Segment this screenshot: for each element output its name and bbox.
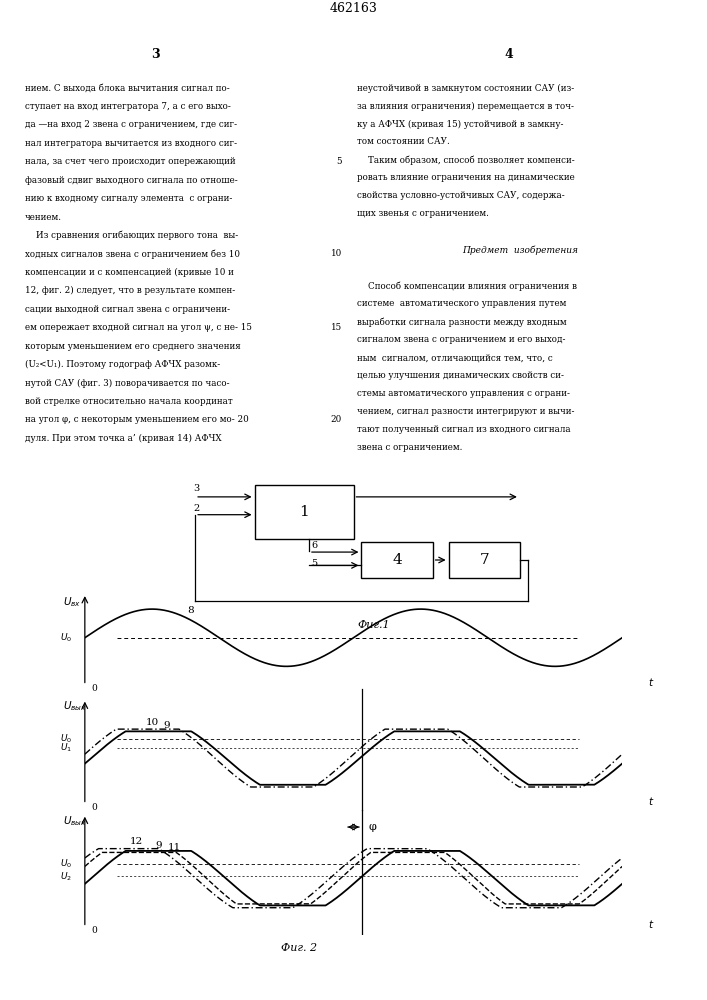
Text: $U_0$: $U_0$ xyxy=(60,631,72,644)
Text: $U_0$: $U_0$ xyxy=(60,733,72,745)
Text: 2: 2 xyxy=(193,504,199,513)
Text: $U_1$: $U_1$ xyxy=(60,741,72,754)
Text: ступает на вход интегратора 7, а с его выхо-: ступает на вход интегратора 7, а с его в… xyxy=(25,102,230,111)
Text: 4: 4 xyxy=(505,48,513,61)
Text: 5: 5 xyxy=(311,559,317,568)
Text: $U_{вых}$: $U_{вых}$ xyxy=(64,699,88,713)
Text: ным  сигналом, отличающийся тем, что, с: ным сигналом, отличающийся тем, что, с xyxy=(357,353,553,362)
Text: чением, сигнал разности интегрируют и вычи-: чением, сигнал разности интегрируют и вы… xyxy=(357,407,575,416)
Text: 10: 10 xyxy=(331,249,342,258)
Text: 3: 3 xyxy=(193,484,199,493)
Text: $t$: $t$ xyxy=(648,918,654,930)
Text: нутой САУ (фиг. 3) поворачивается по часо-: нутой САУ (фиг. 3) поворачивается по час… xyxy=(25,378,229,388)
Text: 12: 12 xyxy=(129,837,143,846)
Text: 15: 15 xyxy=(331,323,342,332)
Text: вой стрелке относительно начала координат: вой стрелке относительно начала координа… xyxy=(25,397,233,406)
Text: 5: 5 xyxy=(337,157,342,166)
Text: 0: 0 xyxy=(91,926,97,935)
Text: $t$: $t$ xyxy=(648,676,654,688)
Text: Фиг. 2: Фиг. 2 xyxy=(281,943,317,953)
Text: сации выходной сигнал звена с ограничени-: сации выходной сигнал звена с ограничени… xyxy=(25,305,230,314)
Text: целью улучшения динамических свойств си-: целью улучшения динамических свойств си- xyxy=(357,371,564,380)
Text: $U_0$: $U_0$ xyxy=(60,858,72,870)
Text: Таким образом, способ позволяет компенси-: Таким образом, способ позволяет компенси… xyxy=(357,155,575,165)
Text: 3: 3 xyxy=(151,48,160,61)
Text: стемы автоматического управления с ограни-: стемы автоматического управления с огран… xyxy=(357,389,570,398)
Text: $t$: $t$ xyxy=(648,795,654,807)
Text: на угол φ, с некоторым уменьшением его мо- 20: на угол φ, с некоторым уменьшением его м… xyxy=(25,415,248,424)
Text: 11: 11 xyxy=(168,843,181,852)
Text: 462163: 462163 xyxy=(329,2,378,15)
Text: Из сравнения огибающих первого тона  вы-: Из сравнения огибающих первого тона вы- xyxy=(25,231,238,240)
Text: Способ компенсации влияния ограничения в: Способ компенсации влияния ограничения в xyxy=(357,281,577,291)
Text: дуля. При этом точка a’ (кривая 14) АФЧХ: дуля. При этом точка a’ (кривая 14) АФЧХ xyxy=(25,434,221,443)
Text: выработки сигнала разности между входным: выработки сигнала разности между входным xyxy=(357,317,566,327)
Text: $U_2$: $U_2$ xyxy=(60,870,72,883)
Bar xyxy=(361,542,433,578)
Text: которым уменьшением его среднего значения: которым уменьшением его среднего значени… xyxy=(25,342,240,351)
Text: за влияния ограничения) перемещается в точ-: за влияния ограничения) перемещается в т… xyxy=(357,101,574,111)
Bar xyxy=(448,542,520,578)
Text: свойства условно-устойчивых САУ, содержа-: свойства условно-устойчивых САУ, содержа… xyxy=(357,191,565,200)
Text: 0: 0 xyxy=(91,803,97,812)
Text: нал интегратора вычитается из входного сиг-: нал интегратора вычитается из входного с… xyxy=(25,139,237,148)
Text: $U_{вых}$: $U_{вых}$ xyxy=(64,814,88,828)
Text: ходных сигналов звена с ограничением без 10: ходных сигналов звена с ограничением без… xyxy=(25,249,240,259)
Text: 9: 9 xyxy=(156,841,163,850)
Bar xyxy=(255,485,354,539)
Text: нала, за счет чего происходит опережающий: нала, за счет чего происходит опережающи… xyxy=(25,157,235,166)
Text: 10: 10 xyxy=(146,718,158,727)
Text: нию к входному сигналу элемента  с ограни-: нию к входному сигналу элемента с ограни… xyxy=(25,194,232,203)
Text: 0: 0 xyxy=(91,684,97,693)
Text: системе  автоматического управления путем: системе автоматического управления путем xyxy=(357,299,566,308)
Text: компенсации и с компенсацией (кривые 10 и: компенсации и с компенсацией (кривые 10 … xyxy=(25,268,233,277)
Text: 12, фиг. 2) следует, что в результате компен-: 12, фиг. 2) следует, что в результате ко… xyxy=(25,286,235,295)
Text: 7: 7 xyxy=(479,553,489,567)
Text: 9: 9 xyxy=(163,721,170,730)
Text: 20: 20 xyxy=(331,415,342,424)
Text: $U_{вх}$: $U_{вх}$ xyxy=(64,595,82,609)
Text: ровать влияние ограничения на динамические: ровать влияние ограничения на динамическ… xyxy=(357,173,575,182)
Text: ку a АФЧХ (кривая 15) устойчивой в замкну-: ку a АФЧХ (кривая 15) устойчивой в замкн… xyxy=(357,119,563,129)
Text: Фиг.1: Фиг.1 xyxy=(357,620,390,630)
Text: сигналом звена с ограничением и его выход-: сигналом звена с ограничением и его выхо… xyxy=(357,335,566,344)
Text: щих звенья с ограничением.: щих звенья с ограничением. xyxy=(357,209,489,218)
Text: φ: φ xyxy=(368,822,376,832)
Text: да —на вход 2 звена с ограничением, где сиг-: да —на вход 2 звена с ограничением, где … xyxy=(25,120,237,129)
Text: 8: 8 xyxy=(187,606,194,615)
Text: неустойчивой в замкнутом состоянии САУ (из-: неустойчивой в замкнутом состоянии САУ (… xyxy=(357,83,574,93)
Text: фазовый сдвиг выходного сигнала по отноше-: фазовый сдвиг выходного сигнала по отнош… xyxy=(25,176,238,185)
Text: звена с ограничением.: звена с ограничением. xyxy=(357,443,462,452)
Text: ем опережает входной сигнал на угол ψ, с не- 15: ем опережает входной сигнал на угол ψ, с… xyxy=(25,323,252,332)
Text: 1: 1 xyxy=(299,505,309,519)
Text: 6: 6 xyxy=(311,541,317,550)
Text: тают полученный сигнал из входного сигнала: тают полученный сигнал из входного сигна… xyxy=(357,425,571,434)
Text: Предмет  изобретения: Предмет изобретения xyxy=(462,245,578,255)
Text: том состоянии САУ.: том состоянии САУ. xyxy=(357,137,450,146)
Text: (U₂<U₁). Поэтому годограф АФЧХ разомк-: (U₂<U₁). Поэтому годограф АФЧХ разомк- xyxy=(25,360,220,369)
Text: 4: 4 xyxy=(392,553,402,567)
Text: чением.: чением. xyxy=(25,213,62,222)
Text: нием. С выхода блока вычитания сигнал по-: нием. С выхода блока вычитания сигнал по… xyxy=(25,84,230,93)
